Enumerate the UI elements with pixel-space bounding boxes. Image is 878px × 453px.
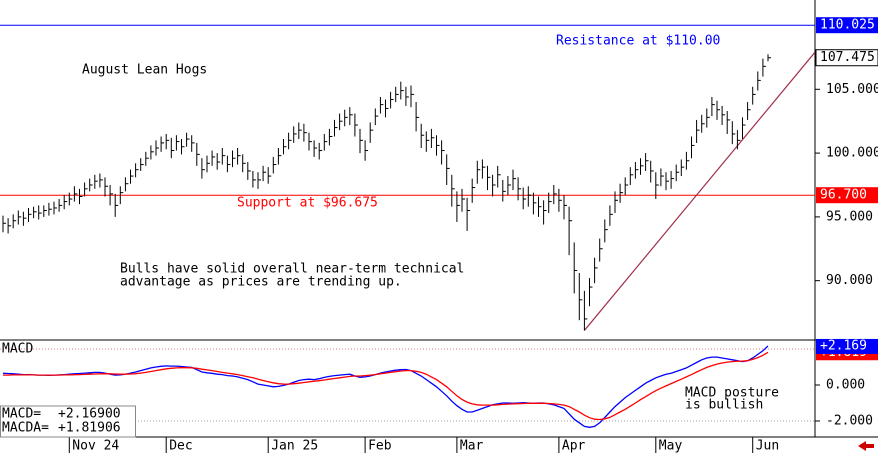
level-label: 96.700: [820, 188, 867, 203]
trendline: [583, 51, 816, 331]
last-value-box: [816, 338, 878, 354]
series-line: [3, 351, 769, 421]
annotation: Bulls have solid overall near-term techn…: [120, 262, 464, 277]
readout-value: +1.81906: [58, 421, 121, 436]
last-value-label: +2.169: [820, 338, 867, 353]
level-box: [816, 187, 878, 204]
x-tick-label: Apr: [562, 439, 586, 453]
annotation: is bullish: [685, 398, 763, 413]
y-tick-label: 105.000: [826, 82, 878, 97]
level-annotation: Resistance at $110.00: [556, 34, 720, 49]
x-tick-label: Feb: [368, 439, 392, 453]
x-tick-label: May: [659, 439, 683, 453]
x-tick-label: Dec: [169, 439, 192, 453]
last-price-label: 107.475: [820, 50, 875, 65]
readout-name: MACD=: [2, 407, 41, 422]
annotation: MACD posture: [685, 386, 779, 401]
scroll-arrow[interactable]: [858, 441, 874, 451]
x-tick-label: Mar: [460, 439, 484, 453]
y-tick-label: 90.000: [826, 273, 873, 288]
series-line: [2, 345, 769, 428]
level-annotation: Support at $96.675: [237, 196, 378, 211]
x-tick-label: Jun: [756, 439, 779, 453]
chart-title: August Lean Hogs: [82, 63, 207, 78]
level-label: 110.025: [820, 18, 875, 33]
readout-value: +2.16900: [58, 407, 121, 422]
y-tick-label: 95.000: [826, 209, 873, 224]
readout-box: [0, 405, 136, 438]
y-tick-label: 0.000: [826, 377, 865, 392]
x-tick-label: Nov 24: [72, 439, 119, 453]
last-price-box: [815, 49, 878, 67]
panel-title: MACD: [2, 342, 33, 357]
level-box: [816, 17, 878, 34]
annotation: advantage as prices are trending up.: [120, 275, 402, 290]
y-tick-label: 100.000: [826, 146, 878, 161]
y-tick-label: -2.000: [826, 413, 873, 428]
readout-name: MACDA=: [2, 421, 49, 436]
x-tick-label: Jan 25: [271, 439, 318, 453]
